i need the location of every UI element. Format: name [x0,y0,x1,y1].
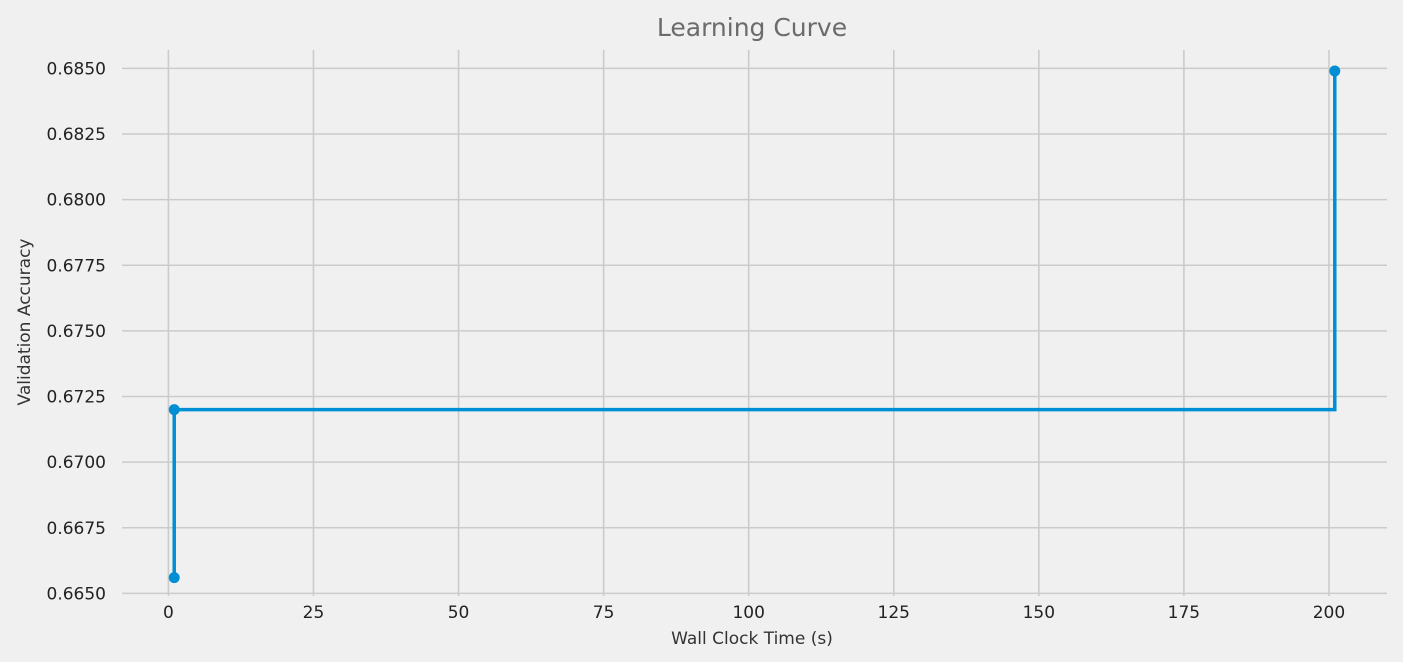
x-gridlines [167,50,1330,596]
data-point [168,404,180,416]
x-tick-label: 25 [303,603,325,623]
data-point [1329,65,1341,77]
y-tick-label: 0.6650 [47,584,106,604]
x-tick-label: 175 [1168,603,1200,623]
x-tick-label: 100 [732,603,764,623]
y-tick-label: 0.6700 [47,453,106,473]
y-tick-label: 0.6800 [47,191,106,211]
y-axis-label: Validation Accuracy [15,239,35,406]
x-tick-labels: 0 25 50 75 100 125 150 175 200 [163,603,1345,623]
series-layer [168,65,1341,584]
y-gridlines [122,67,1387,595]
x-tick-label: 150 [1023,603,1055,623]
data-point [168,572,180,584]
x-tick-label: 200 [1313,603,1345,623]
x-axis-label: Wall Clock Time (s) [671,629,833,649]
y-tick-labels: 0.6650 0.6675 0.6700 0.6725 0.6750 0.6775 0.68… [47,59,106,604]
y-tick-label: 0.6675 [47,519,106,539]
series-line [172,71,1337,578]
x-tick-label: 75 [593,603,615,623]
y-tick-label: 0.6825 [47,125,106,145]
chart-title: Learning Curve [657,13,847,42]
y-tick-label: 0.6750 [47,322,106,342]
y-tick-label: 0.6850 [47,59,106,79]
x-tick-label: 125 [878,603,910,623]
x-tick-label: 0 [163,603,174,623]
x-tick-label: 50 [448,603,470,623]
y-tick-label: 0.6775 [47,256,106,276]
y-tick-label: 0.6725 [47,388,106,408]
